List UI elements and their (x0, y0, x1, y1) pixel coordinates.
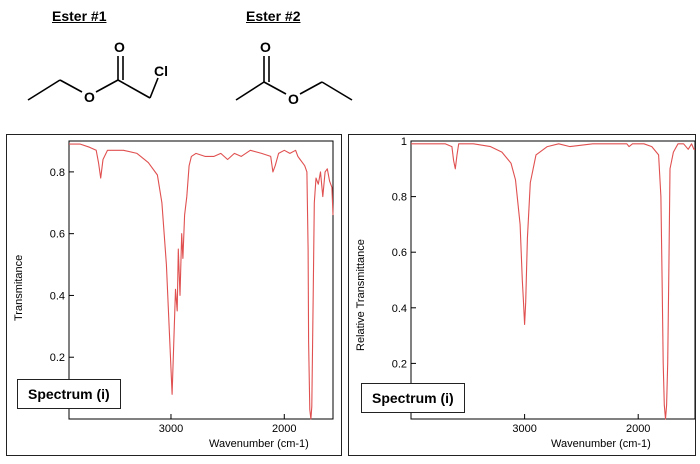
atom-o-ether: O (288, 91, 299, 107)
spectrum-line (69, 143, 334, 420)
y-tick-label: 0.4 (50, 290, 65, 302)
bond (263, 81, 287, 95)
ester-2-title: Ester #2 (246, 8, 301, 24)
spectrum-plot-1: 0.2 0.4 0.6 0.8 3000 2000 (50, 140, 334, 435)
bond (235, 81, 265, 101)
atom-o-carbonyl: O (114, 39, 125, 55)
y-tick-label: 0.8 (392, 192, 407, 204)
spectrum-panel-2: 0.2 0.4 0.6 0.8 1 3000 2000 Relative Transmitt… (348, 134, 696, 456)
ester-1-structure: O O Cl (27, 39, 168, 105)
y-tick-label: 0.8 (50, 167, 65, 179)
x-axis-label: Wavenumber (cm-1) (209, 438, 309, 450)
x-axis-label: Wavenumber (cm-1) (551, 438, 651, 450)
atom-cl: Cl (154, 63, 168, 79)
spectrum-plot-2: 0.2 0.4 0.6 0.8 1 3000 2000 (392, 136, 695, 435)
x-tick-label: 2000 (272, 423, 296, 435)
bond (117, 79, 151, 99)
plot-frame (68, 140, 334, 420)
spectrum-label-box: Spectrum (i) (361, 383, 465, 413)
bond (149, 77, 159, 99)
y-tick-label: 0.6 (392, 247, 407, 259)
y-tick-label: 0.6 (50, 229, 65, 241)
spectrum-panel-1: 0.2 0.4 0.6 0.8 3000 2000 Transmitance Wavenu… (6, 134, 342, 456)
y-tick-label: 0.2 (50, 352, 65, 364)
ester-2-structure: O O (235, 39, 353, 107)
bond (27, 79, 61, 101)
bond (321, 81, 353, 101)
y-axis-label: Transmitance (13, 254, 25, 321)
bond (299, 81, 323, 95)
y-axis-label: Relative Transmittance (355, 239, 367, 351)
atom-o-carbonyl: O (260, 39, 271, 55)
y-tick-label: 1 (401, 136, 407, 148)
bond (59, 79, 83, 93)
atom-o-ether: O (84, 89, 95, 105)
spectrum-label-box: Spectrum (i) (17, 379, 121, 409)
x-tick-label: 3000 (512, 423, 536, 435)
spectrum-line (411, 143, 695, 420)
y-tick-label: 0.2 (392, 358, 407, 370)
x-tick-label: 2000 (626, 423, 650, 435)
y-tick-label: 0.4 (392, 303, 407, 315)
plot-frame (410, 140, 695, 420)
bond (95, 79, 119, 93)
ester-1-title: Ester #1 (52, 8, 107, 24)
x-tick-label: 3000 (159, 423, 183, 435)
